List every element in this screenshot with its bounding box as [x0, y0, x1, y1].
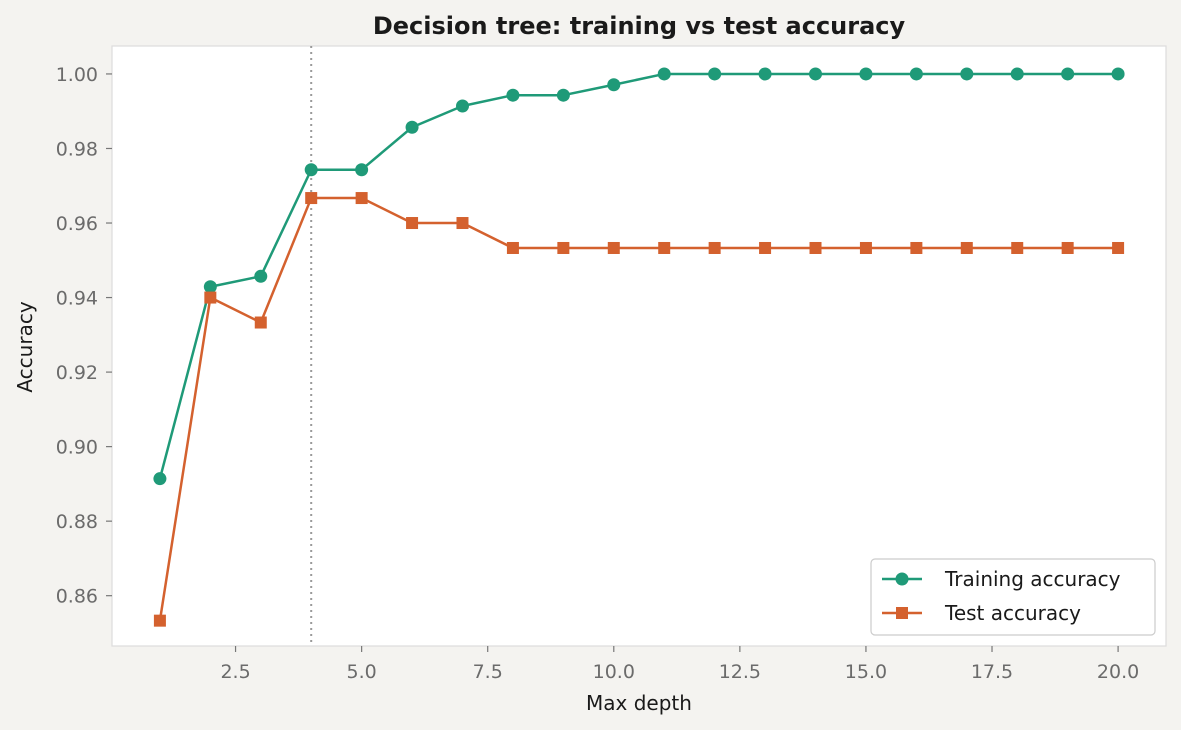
legend-label-test: Test accuracy	[944, 601, 1081, 625]
y-tick-label: 0.88	[56, 511, 98, 533]
training-point	[455, 99, 469, 113]
x-axis-label: Max depth	[586, 691, 692, 715]
legend-frame	[870, 558, 1156, 636]
training-point	[1061, 67, 1075, 81]
test-point	[960, 241, 973, 254]
training-point	[254, 269, 268, 283]
legend-marker-test	[896, 607, 908, 619]
training-point	[859, 67, 873, 81]
training-point	[1111, 67, 1125, 81]
y-tick-label: 0.98	[56, 138, 98, 160]
legend-marker-training	[895, 572, 909, 586]
test-point	[1011, 241, 1024, 254]
test-point	[355, 192, 368, 205]
x-tick-label: 7.5	[473, 661, 503, 683]
test-point	[809, 241, 822, 254]
chart-title: Decision tree: training vs test accuracy	[373, 12, 906, 40]
test-point	[305, 192, 318, 205]
legend: Training accuracy Test accuracy	[870, 558, 1156, 636]
test-point	[859, 241, 872, 254]
x-tick-label: 15.0	[845, 661, 887, 683]
test-point	[456, 217, 469, 230]
training-point	[556, 88, 570, 102]
test-point	[658, 241, 671, 254]
x-tick-label: 5.0	[347, 661, 377, 683]
test-point	[204, 291, 217, 304]
series-line-test	[158, 196, 1119, 621]
training-point	[506, 88, 520, 102]
training-point	[960, 67, 974, 81]
y-axis-ticks: 0.86 0.88 0.90 0.92 0.94 0.96 0.98 1.00	[56, 64, 112, 608]
test-point	[254, 316, 267, 329]
y-tick-label: 0.92	[56, 362, 98, 384]
training-point	[304, 163, 318, 177]
y-tick-label: 0.86	[56, 586, 98, 608]
y-tick-label: 0.96	[56, 213, 98, 235]
x-tick-label: 2.5	[220, 661, 250, 683]
training-point	[708, 67, 722, 81]
y-tick-label: 0.90	[56, 437, 98, 459]
training-point	[909, 67, 923, 81]
test-point	[506, 241, 519, 254]
training-point	[809, 67, 823, 81]
training-point	[203, 280, 217, 294]
test-point	[153, 614, 166, 627]
training-point	[607, 78, 621, 92]
test-point	[1112, 241, 1125, 254]
training-point	[405, 120, 419, 134]
x-tick-label: 20.0	[1097, 661, 1139, 683]
x-tick-label: 17.5	[971, 661, 1013, 683]
test-point	[557, 241, 570, 254]
training-point	[758, 67, 772, 81]
x-tick-label: 10.0	[593, 661, 635, 683]
test-point	[1061, 241, 1074, 254]
training-point	[657, 67, 671, 81]
training-point	[355, 163, 369, 177]
plot-area	[111, 45, 1167, 647]
test-point	[759, 241, 772, 254]
training-point	[1010, 67, 1024, 81]
y-axis-label: Accuracy	[13, 301, 37, 392]
test-point	[910, 241, 923, 254]
test-point	[406, 217, 419, 230]
legend-label-training: Training accuracy	[944, 567, 1121, 591]
test-point	[708, 241, 721, 254]
x-axis-ticks: 2.5 5.0 7.5 10.0 12.5 15.0 17.5 20.0	[220, 646, 1139, 683]
training-point	[153, 472, 167, 486]
series-layer	[153, 67, 1125, 627]
y-tick-label: 0.94	[56, 288, 98, 310]
series-line-training	[158, 72, 1119, 479]
y-tick-label: 1.00	[56, 64, 98, 86]
x-tick-label: 12.5	[719, 661, 761, 683]
test-point	[607, 241, 620, 254]
